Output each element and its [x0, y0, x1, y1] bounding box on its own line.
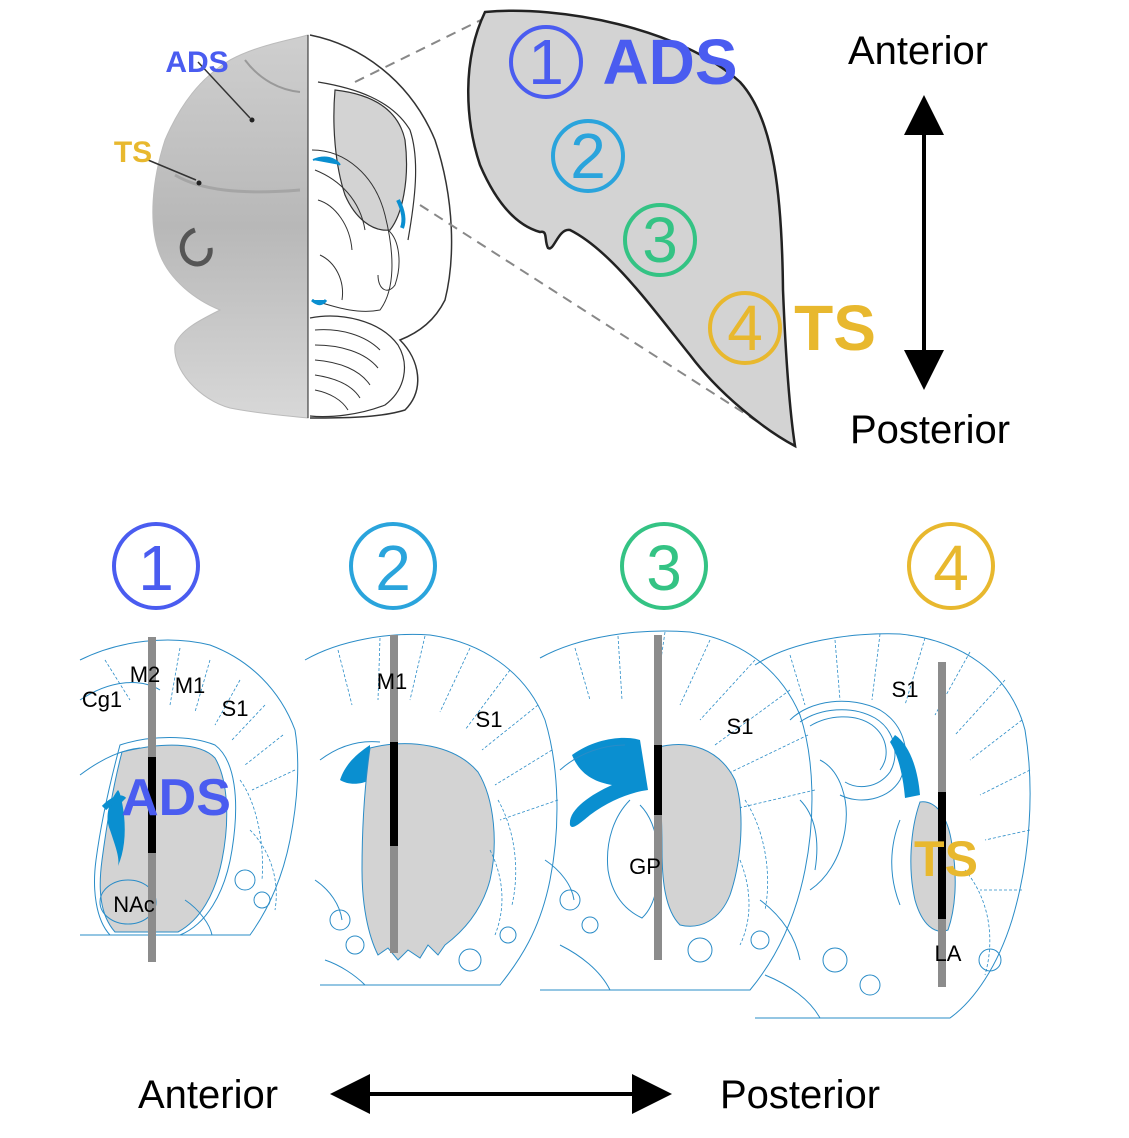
section-circle-3: 3	[620, 522, 708, 610]
section-number-1: 1	[138, 532, 174, 604]
s3-region-gp: GP	[629, 854, 661, 879]
section-number-circles: 1 2 3 4	[112, 522, 995, 610]
horizontal-atlas-half	[307, 34, 453, 419]
outline-number-4: 4	[727, 292, 763, 364]
probe-site-1	[148, 757, 156, 853]
s4-region-la: LA	[935, 941, 962, 966]
striatum-outline	[467, 9, 797, 449]
axis-label-anterior-top: Anterior	[848, 29, 988, 73]
outline-site-3: 3	[623, 203, 697, 277]
top-panel: ADS TS 1	[114, 9, 1010, 452]
s1-region-m1: M1	[175, 673, 206, 698]
zoom-line-bottom	[419, 204, 784, 439]
photo-label-ads: ADS	[165, 46, 228, 79]
probe-site-2	[390, 742, 398, 846]
s2-region-m1: M1	[377, 669, 408, 694]
section-circle-1: 1	[112, 522, 200, 610]
s4-region-s1: S1	[892, 677, 919, 702]
section-number-3: 3	[646, 532, 682, 604]
coronal-section-3: S1 GP	[539, 630, 816, 991]
outline-site-4: 4	[708, 291, 782, 365]
s4-label-ts: TS	[914, 831, 978, 887]
coronal-section-4: S1 LA TS	[754, 633, 1031, 1019]
outline-site-2: 2	[551, 119, 625, 193]
s1-region-nac: NAc	[113, 892, 155, 917]
s2-region-s1: S1	[476, 707, 503, 732]
outline-label-ads: ADS	[602, 26, 737, 98]
outline-number-1: 1	[528, 26, 564, 98]
outline-number-2: 2	[570, 120, 606, 192]
photo-label-ts: TS	[114, 136, 152, 169]
section-circle-4: 4	[907, 522, 995, 610]
axis-label-posterior-bottom: Posterior	[850, 408, 1010, 452]
s1-region-m2: M2	[130, 662, 161, 687]
section-circle-2: 2	[349, 522, 437, 610]
coronal-section-1: M2 M1 Cg1 S1 NAc ADS	[79, 637, 299, 962]
section-number-2: 2	[375, 532, 411, 604]
coronal-section-2: M1 S1	[304, 633, 559, 986]
outline-number-3: 3	[642, 204, 678, 276]
probe-site-4	[938, 792, 946, 919]
section-number-4: 4	[933, 532, 969, 604]
zoom-line-top	[354, 17, 486, 83]
probe-site-3	[654, 745, 662, 815]
brain-photo: ADS TS	[114, 34, 309, 419]
bottom-axis: Anterior Posterior	[138, 1073, 880, 1117]
s1-region-s1: S1	[222, 696, 249, 721]
s3-region-s1: S1	[727, 714, 754, 739]
bottom-axis-anterior: Anterior	[138, 1073, 278, 1117]
outline-site-1: 1	[509, 25, 583, 99]
s1-region-cg1: Cg1	[82, 687, 122, 712]
bottom-axis-posterior: Posterior	[720, 1073, 880, 1117]
s1-label-ads: ADS	[121, 769, 231, 827]
outline-label-ts: TS	[794, 292, 876, 364]
